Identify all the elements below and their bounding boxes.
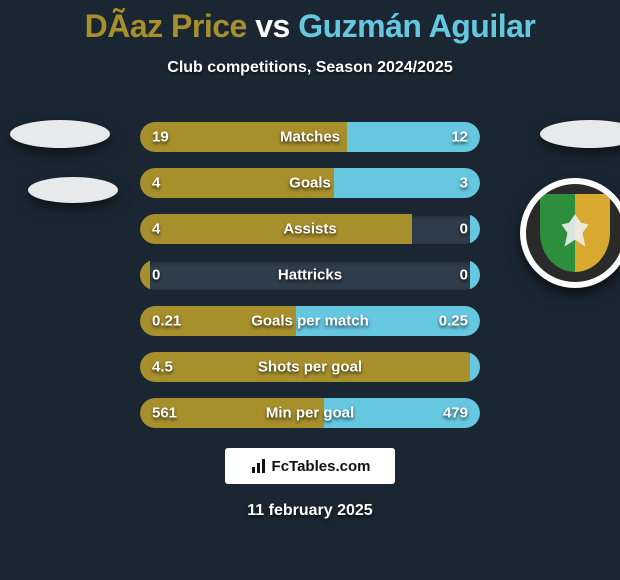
stat-row-hattricks: Hattricks0 0 xyxy=(140,260,480,290)
stat-value-left: 0.21 xyxy=(152,313,181,330)
stat-value-right: 3 xyxy=(460,175,468,192)
player2-badge-placeholder xyxy=(540,120,620,148)
player2-club-crest xyxy=(520,178,620,288)
stat-label: Min per goal xyxy=(140,405,480,422)
stat-row-shots-per-goal: Shots per goal4.5 xyxy=(140,352,480,382)
comparison-bars: Matches1912Goals43Assists40Hattricks00Go… xyxy=(140,122,480,444)
page-title: DÃ­az Price vs Guzmán Aguilar xyxy=(0,0,620,45)
stat-label: Shots per goal xyxy=(140,359,480,376)
stat-label: Assists xyxy=(140,221,480,238)
player1-badge-placeholder-2 xyxy=(28,177,118,203)
stat-value-left: 19 xyxy=(152,129,169,146)
stat-label: Goals xyxy=(140,175,480,192)
club-shield-icon xyxy=(540,194,610,272)
stat-value-left: 0 xyxy=(152,267,160,284)
date-label: 11 february 2025 xyxy=(0,502,620,520)
stat-value-left: 4.5 xyxy=(152,359,173,376)
stat-value-right: 0 xyxy=(460,221,468,238)
site-attribution: FcTables.com xyxy=(225,448,395,484)
stat-row-assists: Assists4 0 xyxy=(140,214,480,244)
stat-label: Hattricks xyxy=(140,267,480,284)
stat-label: Goals per match xyxy=(140,313,480,330)
stat-value-right: 479 xyxy=(443,405,468,422)
stat-value-right: 12 xyxy=(451,129,468,146)
stat-row-goals: Goals4 3 xyxy=(140,168,480,198)
stat-row-goals-per-match: Goals per match0.21 0.25 xyxy=(140,306,480,336)
chart-icon xyxy=(250,457,268,475)
site-label: FcTables.com xyxy=(272,458,371,475)
player1-badge-placeholder-1 xyxy=(10,120,110,148)
stat-row-matches: Matches19 12 xyxy=(140,122,480,152)
subtitle: Club competitions, Season 2024/2025 xyxy=(0,59,620,77)
stat-value-left: 4 xyxy=(152,175,160,192)
stat-row-min-per-goal: Min per goal561 479 xyxy=(140,398,480,428)
player1-name: DÃ­az Price xyxy=(85,8,247,44)
stat-value-right: 0.25 xyxy=(439,313,468,330)
stat-value-right: 0 xyxy=(460,267,468,284)
vs-label: vs xyxy=(255,8,298,44)
stat-value-left: 4 xyxy=(152,221,160,238)
player2-name: Guzmán Aguilar xyxy=(298,8,535,44)
stat-label: Matches xyxy=(140,129,480,146)
stat-value-left: 561 xyxy=(152,405,177,422)
